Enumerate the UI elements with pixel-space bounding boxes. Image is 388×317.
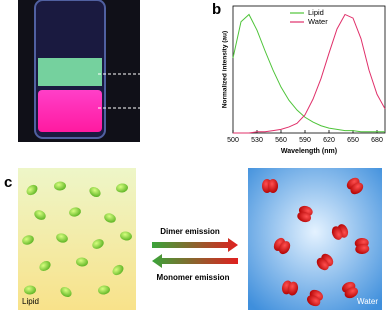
lipid-dye <box>69 207 81 217</box>
series-line <box>233 13 386 134</box>
x-tick-label: 590 <box>299 137 311 144</box>
arrow-label: Monomer emission <box>157 273 230 282</box>
legend-label: Water <box>308 17 328 26</box>
water-dimer <box>331 226 343 240</box>
lipid-dye <box>104 213 116 223</box>
spectrum-chart: 500 530 560 590 620 650 680 Wavelength (nm) Norm… <box>222 5 386 155</box>
lipid-dye <box>24 285 36 295</box>
series-line <box>232 13 385 133</box>
lipid-dye <box>26 184 38 196</box>
water-dimer <box>297 211 312 223</box>
panel-label: a <box>4 1 13 18</box>
lipid-dye <box>116 183 128 193</box>
water-dimer <box>316 257 329 271</box>
lipid-dye <box>76 257 88 267</box>
x-tick-label: 530 <box>251 137 263 144</box>
lipid-dye <box>89 186 101 198</box>
x-tick-label: 560 <box>275 137 287 144</box>
lipid-dye <box>39 261 51 271</box>
water-dimer <box>307 295 321 307</box>
water-layer <box>38 90 102 132</box>
panel-label: b <box>212 1 221 18</box>
photo-label: Water <box>145 102 176 114</box>
particles <box>22 177 370 307</box>
photo-label: Lipid <box>145 68 171 80</box>
lipid-dye <box>22 235 34 245</box>
water-dimer <box>344 287 358 299</box>
lipid-dye <box>112 264 124 276</box>
water-dimer <box>287 281 299 296</box>
arrow <box>152 238 238 252</box>
x-tick-label: 680 <box>371 137 383 144</box>
x-tick-label: 620 <box>323 137 335 144</box>
box-label: Water <box>357 297 378 306</box>
water-dimer <box>350 182 364 195</box>
lipid-dye <box>120 231 132 241</box>
y-axis-title: Normalized intensity (au) <box>222 31 229 108</box>
x-tick-label: 650 <box>347 137 359 144</box>
lipid-box <box>18 168 136 310</box>
lipid-dye <box>56 233 68 243</box>
x-axis-title: Wavelength (nm) <box>281 148 337 155</box>
lipid-dye <box>92 239 104 249</box>
water-dimer <box>355 243 370 255</box>
lipid-dye <box>60 286 72 298</box>
panel-label: c <box>4 174 12 191</box>
x-tick-label: 500 <box>227 137 239 144</box>
arrow-label: Dimer emission <box>160 227 220 236</box>
lipid-dye <box>54 181 66 191</box>
arrow <box>152 254 238 268</box>
legend-label: Lipid <box>308 8 324 17</box>
lipid-layer <box>38 58 102 86</box>
plot-frame <box>232 5 386 134</box>
lipid-dye <box>98 285 110 295</box>
water-dimer <box>268 179 278 193</box>
box-label: Lipid <box>22 297 39 306</box>
water-dimer <box>278 241 291 255</box>
lipid-dye <box>34 210 46 220</box>
